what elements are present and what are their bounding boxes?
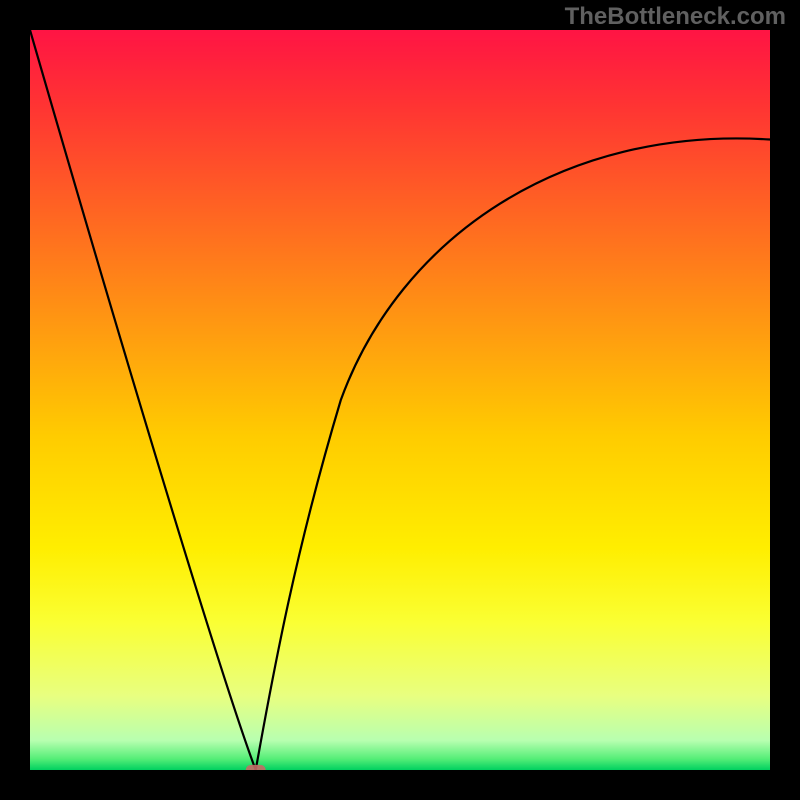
watermark-text: TheBottleneck.com <box>565 3 786 31</box>
bottleneck-chart <box>30 30 770 770</box>
minimum-marker <box>246 765 266 770</box>
chart-background <box>30 30 770 770</box>
